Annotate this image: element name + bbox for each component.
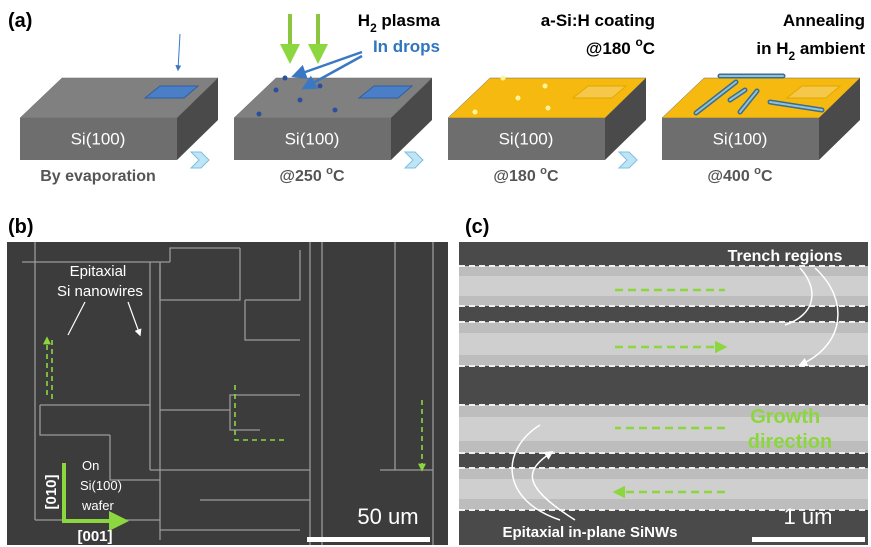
text-part: H — [358, 11, 370, 30]
step: Si(100) @180 oC — [448, 78, 646, 185]
text-part: Annealing — [783, 11, 865, 30]
seed-dot — [501, 76, 506, 81]
text-part: a-Si:H coating — [541, 11, 655, 30]
pointer-arrow — [294, 52, 362, 76]
seed-dot — [546, 106, 551, 111]
step-caption: By evaporation — [40, 168, 156, 185]
text-part: C — [761, 168, 773, 185]
text-part: @400 — [707, 168, 754, 185]
substrate-label: Si(100) — [71, 129, 126, 148]
text-part: plasma — [377, 11, 441, 30]
nanowire-label: Epitaxial in-plane SiNWs — [502, 524, 677, 541]
seed-dot — [516, 96, 521, 101]
scale-bar-label: 1 um — [784, 504, 833, 529]
indium-drop — [333, 108, 338, 113]
text-part: C — [333, 168, 345, 185]
trench-label: Trench regions — [728, 248, 843, 265]
panel-label: (a) — [8, 10, 32, 32]
text-part: C — [643, 39, 655, 58]
indium-drop — [318, 84, 323, 89]
chevron — [619, 152, 637, 168]
indium-drop — [274, 88, 279, 93]
x-direction: [001] — [77, 528, 112, 545]
step-annotation: H2 plasma — [358, 11, 441, 35]
pointer-arrow — [178, 34, 180, 70]
sem-image-c — [459, 242, 868, 545]
step-annotation: In drops — [373, 37, 440, 56]
seed-dot — [473, 110, 478, 115]
substrate-label: Si(100) — [285, 129, 340, 148]
step-annotation: a-Si:H coating — [541, 11, 655, 30]
text-part: ambient — [795, 39, 865, 58]
text-part: @180 — [493, 168, 540, 185]
text-part: C — [547, 168, 559, 185]
panel-label: (c) — [465, 216, 489, 238]
substrate-label: Si(100) — [713, 129, 768, 148]
substrate-label: Si(100) — [499, 129, 554, 148]
text-part: in H — [756, 39, 788, 58]
text-part: By evaporation — [40, 168, 156, 185]
step: Si(100) @400 oC — [662, 78, 860, 185]
step-annotation: @180 oC — [586, 35, 655, 58]
step-caption: @400 oC — [707, 165, 773, 185]
panel-label: (b) — [8, 216, 34, 238]
step: Si(100) By evaporation — [20, 78, 218, 185]
indium-drop — [283, 76, 288, 81]
seed-dot — [543, 84, 548, 89]
indium-drop — [257, 112, 262, 117]
y-direction: [010] — [43, 474, 60, 509]
step-caption: @180 oC — [493, 165, 559, 185]
figure: (a) Si(100)By evaporationSi(100)@250 oCH… — [0, 0, 871, 547]
indium-drop — [298, 98, 303, 103]
chevron — [405, 152, 423, 168]
chevron — [191, 152, 209, 168]
step: Si(100) @250 oC — [234, 78, 432, 185]
step-annotation: Annealing — [783, 11, 865, 30]
step-caption: @250 oC — [279, 165, 345, 185]
step-annotation: in H2 ambient — [756, 39, 865, 63]
text-part: o — [635, 35, 642, 49]
text-part: @180 — [586, 39, 636, 58]
text-part: @250 — [279, 168, 326, 185]
scale-bar-label: 50 um — [357, 504, 418, 529]
text-part: In drops — [373, 37, 440, 56]
